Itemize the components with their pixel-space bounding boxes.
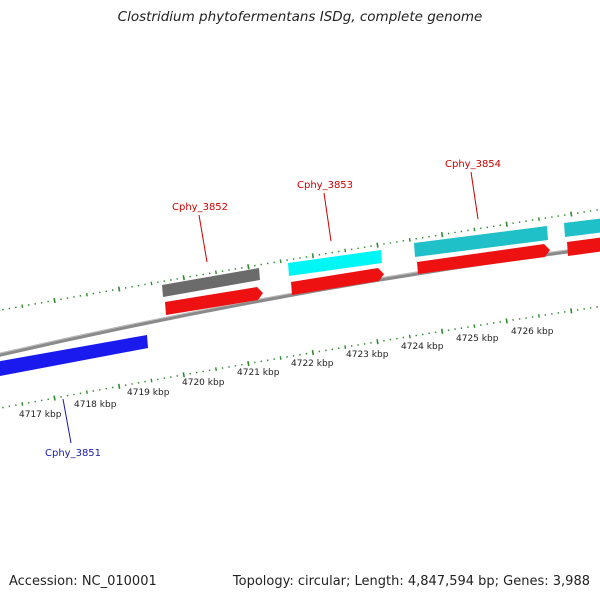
gene-label-cphy-3853[interactable]: Cphy_3853 <box>297 180 353 191</box>
inner-ring-tick <box>311 349 315 356</box>
outer-ring-tick <box>344 248 347 253</box>
gene-cphy-3851-bar[interactable] <box>0 335 148 377</box>
gene-next-partial-bar[interactable] <box>564 218 600 237</box>
outer-ring-tick <box>505 221 508 227</box>
outer-ring-tick <box>538 217 540 221</box>
inner-ring-tick <box>440 328 444 334</box>
gene-cphy-3854-bar[interactable] <box>414 226 548 257</box>
gene-label-cphy-3852[interactable]: Cphy_3852 <box>172 202 228 213</box>
outer-ring-tick <box>150 281 153 286</box>
tick-label-4718: 4718 kbp <box>74 400 117 410</box>
inner-ring-tick <box>473 324 476 328</box>
inner-ring-tick <box>182 372 185 378</box>
outer-ring-tick <box>117 286 121 292</box>
outer-ring-tick <box>570 211 573 217</box>
inner-ring-tick <box>85 390 88 395</box>
inner-ring-tick <box>53 395 56 401</box>
tick-label-4721: 4721 kbp <box>237 368 280 378</box>
inner-ring-tick <box>215 367 217 372</box>
inner-ring-tick <box>344 345 347 350</box>
gene-cphy-3853-bar[interactable] <box>288 250 382 276</box>
genome-summary: Topology: circular; Length: 4,847,594 bp… <box>232 574 590 589</box>
outer-ring-tick <box>279 259 282 264</box>
outer-ring-tick <box>21 304 24 309</box>
outer-ring-tick <box>376 242 379 248</box>
label-leader-cphy-3854 <box>470 171 479 220</box>
inner-ring-tick <box>570 308 573 314</box>
inner-ring-tick <box>150 378 153 383</box>
outer-tick-ring <box>2 209 598 311</box>
cds-cphy-3854-bar[interactable] <box>417 244 550 274</box>
tick-label-4724: 4724 kbp <box>401 342 444 352</box>
inner-ring-tick <box>376 339 379 345</box>
gene-label-cphy-3854[interactable]: Cphy_3854 <box>445 159 501 170</box>
outer-ring-tick <box>53 297 56 304</box>
map-title: Clostridium phytofermentans ISDg, comple… <box>117 9 483 25</box>
accession-label: Accession: NC_010001 <box>9 574 157 589</box>
tick-label-4723: 4723 kbp <box>346 350 389 360</box>
inner-ring-tick <box>408 334 411 339</box>
inner-ring-tick <box>117 383 121 389</box>
gene-label-cphy-3851[interactable]: Cphy_3851 <box>45 448 101 459</box>
outer-ring-tick <box>215 270 217 275</box>
tick-label-4717: 4717 kbp <box>19 410 62 420</box>
tick-label-4720: 4720 kbp <box>182 378 225 388</box>
outer-ring-tick <box>85 292 88 297</box>
outer-ring-tick <box>440 231 444 238</box>
tick-label-4722: 4722 kbp <box>291 359 334 369</box>
outer-ring-tick <box>247 264 250 270</box>
label-leader-cphy-3852 <box>198 214 208 263</box>
inner-ring-tick <box>505 318 508 324</box>
label-leader-cphy-3851 <box>62 398 72 444</box>
outer-ring-tick <box>182 275 185 281</box>
cds-cphy-3852-bar[interactable] <box>165 287 263 315</box>
gene-cphy-3852-bar[interactable] <box>162 268 260 297</box>
tick-label-4726: 4726 kbp <box>511 327 554 337</box>
inner-ring-tick <box>247 360 250 367</box>
tick-label-4725: 4725 kbp <box>456 334 499 344</box>
label-leader-cphy-3853 <box>323 192 332 242</box>
outer-ring-tick <box>408 237 411 242</box>
tick-labels: 4717 kbp 4718 kbp 4719 kbp 4720 kbp 4721… <box>19 327 554 420</box>
inner-ring-tick <box>279 356 282 360</box>
inner-ring-tick <box>538 314 540 318</box>
gene-features <box>0 218 600 377</box>
outer-ring-tick <box>311 253 315 259</box>
inner-tick-ring <box>2 306 598 409</box>
cds-cphy-3853-bar[interactable] <box>291 268 384 295</box>
cds-next-partial-bar[interactable] <box>567 237 600 256</box>
inner-ring-tick <box>21 402 24 406</box>
tick-label-4719: 4719 kbp <box>127 388 170 398</box>
outer-ring-tick <box>473 227 476 232</box>
